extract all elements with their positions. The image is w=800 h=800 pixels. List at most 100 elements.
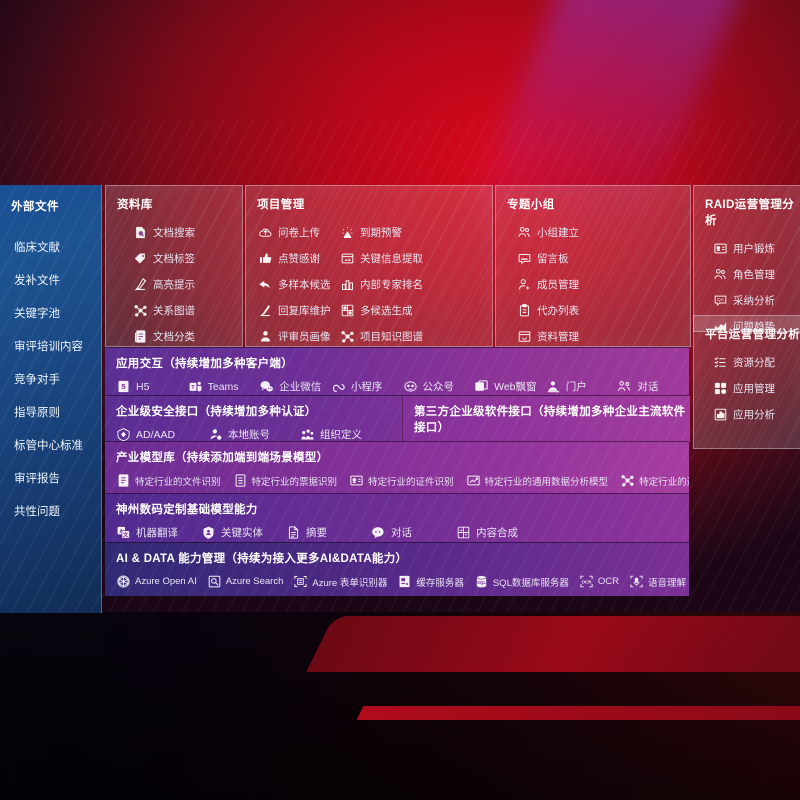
ai-item-ocr[interactable]: OCR OCR [579, 570, 619, 593]
project-item-multi-candidate-gen[interactable]: 多候选生成 [337, 297, 419, 323]
id-card-icon [713, 241, 728, 256]
trend-chart-icon [713, 319, 728, 332]
library-item-relation-graph[interactable]: 关系图谱 [115, 297, 238, 323]
ai-item-azure-openai[interactable]: Azure Open AI [116, 570, 197, 593]
project-item-label: 多候选生成 [360, 304, 413, 317]
ai-item-label: SQL数据库服务器 [492, 577, 569, 589]
raid-item-adoption-analysis[interactable]: QA 采纳分析 [703, 287, 797, 313]
dcits-item-label: 摘要 [306, 527, 327, 539]
platform-item-app-management[interactable]: 应用管理 [703, 375, 797, 401]
library-item-document-tag[interactable]: 文档标签 [115, 245, 238, 271]
app-item-web-float-window[interactable]: Web飘窗 [474, 375, 546, 396]
card-team-items: 小组建立 留言板 成员管理 代办列表 资料管理 事项提醒 [496, 212, 690, 346]
checklist-icon [713, 355, 728, 370]
project-item-reviewer-profile[interactable]: 评审员画像 [255, 323, 337, 346]
band-app-items: 5 H5 T Teams 企业微信 小程序 公众号 Web飘窗 [105, 371, 689, 396]
sidebar-item-clinical-literature[interactable]: 临床文献 [14, 241, 60, 254]
card-raid-items: 用户锻炼 角色管理 QA 采纳分析 问题趋势 [694, 228, 800, 332]
library-item-label: 高亮提示 [153, 278, 195, 291]
dcits-item-dialog[interactable]: 对话 [371, 521, 456, 543]
ai-item-cache-server[interactable]: 缓存服务器 [397, 570, 464, 593]
raid-item-issue-trend[interactable]: 问题趋势 [703, 313, 797, 332]
project-item-expiry-alert[interactable]: 到期预警 [337, 219, 419, 245]
team-item-message-board[interactable]: 留言板 [505, 245, 606, 271]
form-recognizer-icon [293, 574, 308, 589]
band-third-party-title: 第三方企业级软件接口（持续增加多种企业主流软件接口） [414, 406, 686, 434]
library-item-label: 文档分类 [153, 330, 195, 343]
sidebar-item-competitors[interactable]: 竞争对手 [14, 373, 60, 386]
official-account-icon [403, 379, 418, 394]
app-item-wecom[interactable]: 企业微信 [259, 375, 331, 396]
industry-item-id-recognition[interactable]: 特定行业的证件识别 [349, 469, 454, 492]
data-analysis-icon [466, 473, 481, 488]
project-item-questionnaire-upload[interactable]: 问卷上传 [255, 219, 337, 245]
library-item-highlight[interactable]: 高亮提示 [115, 271, 238, 297]
ai-item-azure-search[interactable]: Azure Search [207, 570, 283, 593]
security-item-org-definition[interactable]: 组织定义 [300, 423, 392, 442]
ai-item-speech-understanding[interactable]: 语音理解 [629, 570, 686, 593]
graph-network-icon [133, 303, 148, 318]
app-item-portal[interactable]: 门户 [546, 375, 618, 396]
team-item-todo-list[interactable]: 代办列表 [505, 297, 606, 323]
sidebar-item-review-report[interactable]: 审评报告 [14, 472, 60, 485]
ai-item-sql-database[interactable]: SQL SQL数据库服务器 [474, 570, 569, 593]
background-shape-bar [356, 706, 800, 720]
project-item-label: 关键信息提取 [360, 252, 423, 265]
person-portrait-icon [258, 329, 273, 344]
app-grid-icon [713, 381, 728, 396]
sidebar-item-supplement-files[interactable]: 发补文件 [14, 274, 60, 287]
platform-item-resource-allocation[interactable]: 资源分配 [703, 349, 797, 375]
card-platform-title: 平台运营管理分析 [705, 329, 800, 341]
ocr-icon: OCR [579, 574, 594, 589]
project-item-thumbs-up[interactable]: 点赞感谢 [255, 245, 337, 271]
sidebar-item-review-training[interactable]: 审评培训内容 [14, 340, 83, 353]
security-item-local-account[interactable]: 本地账号 [208, 423, 300, 442]
app-item-h5[interactable]: 5 H5 [116, 375, 188, 396]
branch-grid-icon [340, 303, 355, 318]
security-item-ad-aad[interactable]: AD/AAD [116, 423, 208, 442]
app-item-teams[interactable]: T Teams [188, 375, 260, 396]
app-item-dialog[interactable]: 对话 [617, 375, 689, 396]
dcits-item-key-entity[interactable]: 关键实体 [201, 521, 286, 543]
library-item-document-category[interactable]: 文档分类 [115, 323, 238, 346]
app-item-miniprogram[interactable]: 小程序 [331, 375, 403, 396]
card-library-items: 文档搜索 文档标签 高亮提示 关系图谱 文档分类 [106, 212, 242, 346]
sidebar-item-standards-center[interactable]: 标管中心标准 [14, 439, 83, 452]
team-item-material-management[interactable]: 资料管理 [505, 323, 606, 346]
platform-item-app-analysis[interactable]: 应用分析 [703, 401, 797, 427]
team-item-member-management[interactable]: 成员管理 [505, 271, 606, 297]
industry-item-knowledge-graph-model[interactable]: 特定行业的通用知识图谱模型 [620, 469, 689, 492]
project-item-multi-sample-candidate[interactable]: 多样本候选 [255, 271, 337, 297]
svg-text:文: 文 [123, 531, 129, 539]
sidebar-item-guidelines[interactable]: 指导原则 [14, 406, 60, 419]
group-people-icon [517, 225, 532, 240]
app-analysis-icon [713, 407, 728, 422]
app-item-official-account[interactable]: 公众号 [403, 375, 475, 396]
band-ai-title: AI & DATA 能力管理（持续为接入更多AI&DATA能力） [116, 553, 408, 565]
project-item-key-info-extract[interactable]: 关键信息提取 [337, 245, 423, 271]
industry-item-receipt-recognition[interactable]: 特定行业的票据识别 [233, 469, 337, 492]
dcits-item-summary[interactable]: 摘要 [286, 521, 371, 543]
graph-network-icon [620, 473, 635, 488]
project-item-label: 到期预警 [360, 226, 402, 239]
app-item-label: Teams [207, 380, 239, 393]
ai-item-form-recognizer[interactable]: Azure 表单识别器 [293, 570, 387, 593]
project-item-label: 评审员画像 [278, 330, 331, 343]
dcits-item-content-synthesis[interactable]: 内容合成 [456, 521, 541, 543]
raid-item-role-management[interactable]: 角色管理 [703, 261, 797, 287]
raid-item-user-training[interactable]: 用户锻炼 [703, 235, 797, 261]
project-item-reply-library[interactable]: 回复库维护 [255, 297, 337, 323]
person-add-icon [517, 277, 532, 292]
entity-icon [201, 525, 216, 540]
industry-item-data-analysis-model[interactable]: 特定行业的通用数据分析模型 [466, 469, 608, 492]
sidebar-item-common-issues[interactable]: 共性问题 [14, 505, 60, 518]
project-item-knowledge-graph[interactable]: 项目知识图谱 [337, 323, 423, 346]
sidebar-item-keyword-pool[interactable]: 关键字池 [14, 307, 60, 320]
tag-icon [133, 251, 148, 266]
band-app-interaction: 应用交互（持续增加多种客户端） 5 H5 T Teams 企业微信 小程序 公众… [105, 347, 689, 396]
industry-item-file-recognition[interactable]: 特定行业的文件识别 [116, 469, 221, 492]
team-item-create-group[interactable]: 小组建立 [505, 219, 606, 245]
library-item-document-search[interactable]: 文档搜索 [115, 219, 238, 245]
project-item-internal-expert-rank[interactable]: 内部专家排名 [337, 271, 423, 297]
